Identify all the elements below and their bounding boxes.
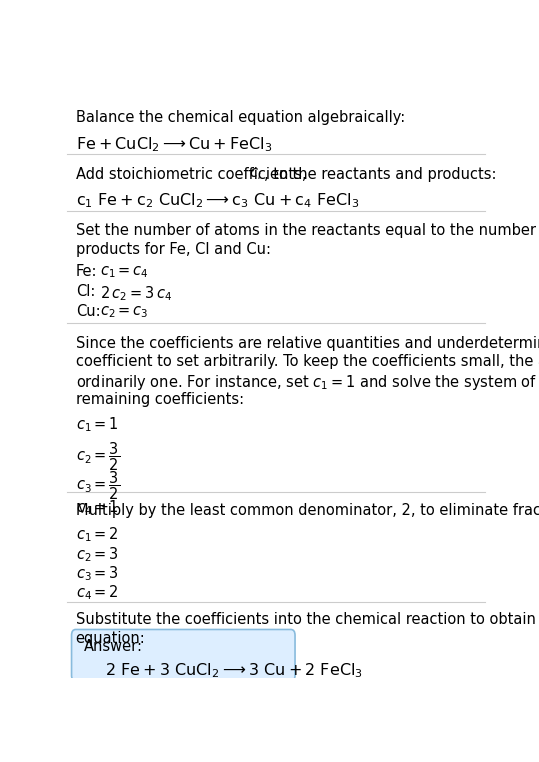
Text: $c_3 = \dfrac{3}{2}$: $c_3 = \dfrac{3}{2}$ bbox=[75, 469, 120, 502]
Text: $\mathrm{c_1\ Fe + c_2\ CuCl_2 \longrightarrow c_3\ Cu + c_4\ FeCl_3}$: $\mathrm{c_1\ Fe + c_2\ CuCl_2 \longrigh… bbox=[75, 191, 359, 210]
FancyBboxPatch shape bbox=[72, 629, 295, 681]
Text: $c_3 = 3$: $c_3 = 3$ bbox=[75, 565, 119, 583]
Text: $c_1 = c_4$: $c_1 = c_4$ bbox=[100, 264, 149, 280]
Text: Balance the chemical equation algebraically:: Balance the chemical equation algebraica… bbox=[75, 110, 405, 125]
Text: Cu:: Cu: bbox=[75, 304, 100, 319]
Text: Multiply by the least common denominator, 2, to eliminate fractional coefficient: Multiply by the least common denominator… bbox=[75, 504, 539, 518]
Text: remaining coefficients:: remaining coefficients: bbox=[75, 392, 244, 407]
Text: equation:: equation: bbox=[75, 631, 146, 646]
Text: ordinarily one. For instance, set $c_1 = 1$ and solve the system of equations fo: ordinarily one. For instance, set $c_1 =… bbox=[75, 373, 539, 392]
Text: , to the reactants and products:: , to the reactants and products: bbox=[264, 167, 496, 181]
Text: Cl:: Cl: bbox=[75, 284, 95, 299]
Text: $c_2 = \dfrac{3}{2}$: $c_2 = \dfrac{3}{2}$ bbox=[75, 440, 120, 472]
Text: $c_2 = 3$: $c_2 = 3$ bbox=[75, 545, 119, 564]
Text: Answer:: Answer: bbox=[84, 639, 143, 655]
Text: Set the number of atoms in the reactants equal to the number of atoms in the: Set the number of atoms in the reactants… bbox=[75, 223, 539, 238]
Text: $\mathrm{Fe + CuCl_2 \longrightarrow Cu + FeCl_3}$: $\mathrm{Fe + CuCl_2 \longrightarrow Cu … bbox=[75, 135, 272, 154]
Text: $c_1 = 2$: $c_1 = 2$ bbox=[75, 526, 119, 544]
Text: products for Fe, Cl and Cu:: products for Fe, Cl and Cu: bbox=[75, 242, 271, 257]
Text: $c_4 = 1$: $c_4 = 1$ bbox=[75, 498, 119, 517]
Text: Add stoichiometric coefficients,: Add stoichiometric coefficients, bbox=[75, 167, 311, 181]
Text: $2\,c_2 = 3\,c_4$: $2\,c_2 = 3\,c_4$ bbox=[100, 284, 172, 303]
Text: $c_2 = c_3$: $c_2 = c_3$ bbox=[100, 304, 149, 319]
Text: coefficient to set arbitrarily. To keep the coefficients small, the arbitrary va: coefficient to set arbitrarily. To keep … bbox=[75, 354, 539, 370]
Text: $\mathrm{2\ Fe + 3\ CuCl_2 \longrightarrow 3\ Cu + 2\ FeCl_3}$: $\mathrm{2\ Fe + 3\ CuCl_2 \longrightarr… bbox=[105, 661, 363, 680]
Text: $c_4 = 2$: $c_4 = 2$ bbox=[75, 584, 119, 603]
Text: $c_i$: $c_i$ bbox=[249, 167, 262, 182]
Text: Since the coefficients are relative quantities and underdetermined, choose a: Since the coefficients are relative quan… bbox=[75, 335, 539, 351]
Text: Fe:: Fe: bbox=[75, 264, 97, 279]
Text: $c_1 = 1$: $c_1 = 1$ bbox=[75, 415, 119, 434]
Text: Substitute the coefficients into the chemical reaction to obtain the balanced: Substitute the coefficients into the che… bbox=[75, 613, 539, 627]
